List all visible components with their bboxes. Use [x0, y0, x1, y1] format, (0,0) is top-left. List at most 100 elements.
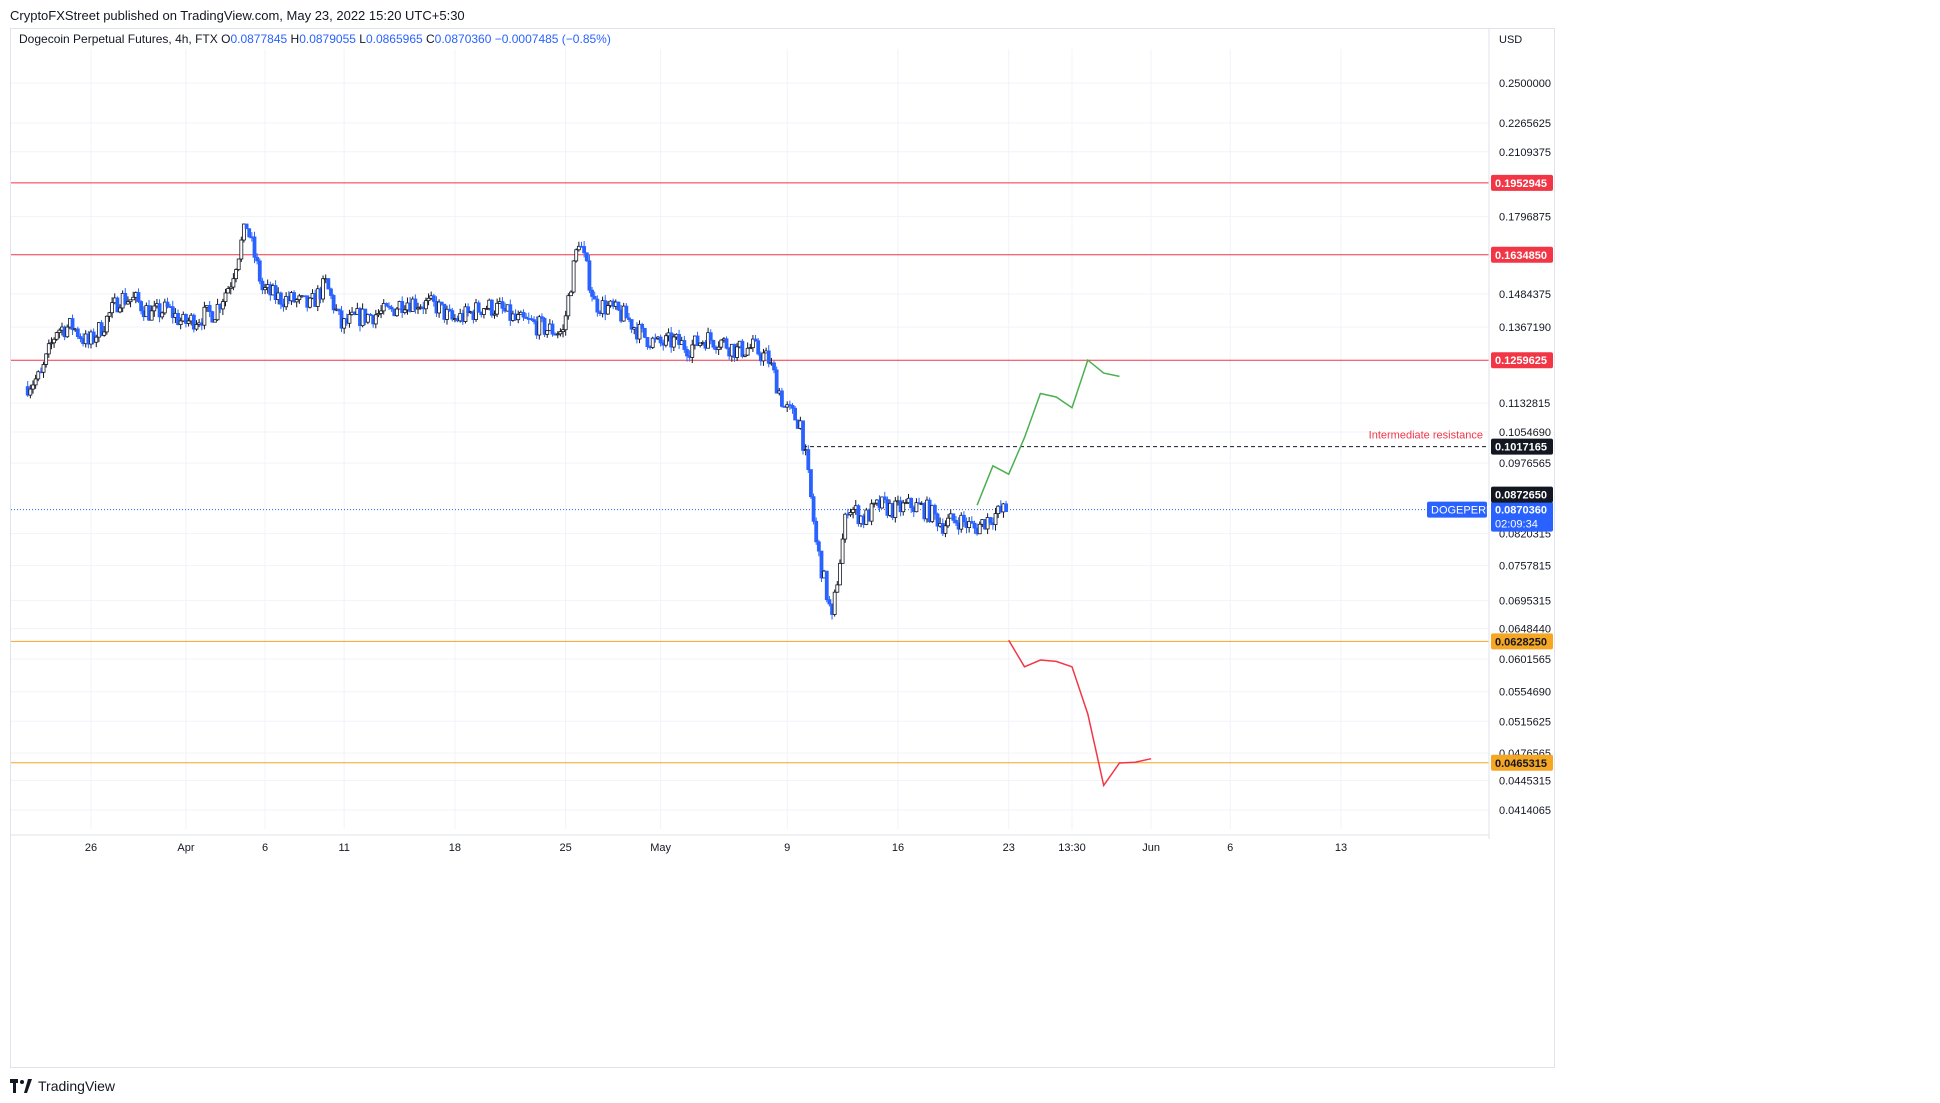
- countdown-label: 02:09:34: [1495, 519, 1538, 531]
- candle-body: [447, 308, 452, 312]
- candle-body: [663, 335, 668, 346]
- candle-body: [329, 288, 333, 296]
- candle-body: [946, 517, 950, 527]
- x-tick-label: 13: [1335, 842, 1347, 854]
- candle-body: [194, 324, 199, 330]
- candle-body: [848, 512, 853, 516]
- candle-body: [78, 336, 83, 339]
- candle-body: [642, 327, 647, 338]
- candle-body: [162, 301, 167, 314]
- candle-body: [832, 591, 837, 615]
- candle-body: [321, 278, 325, 300]
- candle-body: [170, 306, 175, 318]
- candle-body: [284, 296, 289, 308]
- level-price-label: 0.1017165: [1495, 442, 1547, 454]
- y-tick-label: 0.0445315: [1499, 776, 1551, 788]
- candle-body: [645, 336, 650, 348]
- candle-body: [943, 525, 948, 534]
- candle-body: [244, 223, 249, 230]
- candle-body: [466, 306, 471, 313]
- candle-body: [437, 301, 442, 314]
- candle-body: [748, 347, 753, 350]
- candle-body: [719, 339, 724, 348]
- candle-body: [207, 305, 212, 313]
- candle-body: [590, 289, 594, 297]
- level-price-label: 0.1634850: [1495, 250, 1547, 262]
- candle-body: [239, 239, 244, 260]
- candle-body: [128, 299, 133, 303]
- candle-body: [838, 563, 842, 586]
- candle-body: [426, 297, 431, 302]
- footer[interactable]: TradingView: [10, 1078, 115, 1094]
- candle-body: [255, 256, 260, 262]
- candle-body: [160, 312, 165, 318]
- candle-body: [365, 313, 370, 323]
- candle-body: [484, 308, 489, 310]
- candle-body: [969, 521, 974, 524]
- candle-body: [213, 319, 217, 323]
- y-tick-label: 0.0976565: [1499, 458, 1551, 470]
- last-price-value: 0.0870360: [1495, 505, 1547, 517]
- ohlc-h-value: 0.0879055: [299, 32, 359, 46]
- scenario-paths: [976, 358, 1152, 788]
- candle-body: [671, 336, 676, 348]
- x-tick-label: Jun: [1142, 842, 1160, 854]
- candle-body: [500, 301, 505, 309]
- marker-price-value: 0.0872650: [1495, 490, 1547, 502]
- candle-body: [152, 305, 157, 312]
- candle-body: [716, 346, 721, 350]
- candle-body: [869, 503, 874, 522]
- currency-label: USD: [1499, 34, 1522, 46]
- candle-body: [524, 316, 529, 319]
- candle-body: [624, 305, 629, 319]
- candle-body: [574, 249, 579, 262]
- candle-body: [384, 303, 389, 307]
- candle-body: [872, 502, 877, 505]
- candle-body: [257, 260, 262, 282]
- ohlc-l-label: L: [359, 32, 366, 46]
- candle-body: [766, 350, 771, 364]
- ohlc-o-value: 0.0877845: [230, 32, 290, 46]
- candle-body: [36, 371, 41, 380]
- candle-body: [247, 228, 252, 238]
- candle-body: [260, 280, 265, 291]
- candle-body: [184, 313, 188, 324]
- candle-body: [977, 523, 982, 535]
- candle-body: [107, 312, 112, 317]
- candle-body: [954, 519, 958, 524]
- candle-body: [743, 354, 747, 357]
- candle-body: [914, 502, 919, 513]
- candle-body: [724, 338, 729, 349]
- y-tick-label: 0.0601565: [1499, 654, 1551, 666]
- candle-body: [445, 308, 449, 320]
- candle-body: [708, 332, 713, 341]
- level-price-label: 0.1952945: [1495, 178, 1547, 190]
- candle-body: [893, 500, 898, 518]
- candle-body: [772, 362, 776, 371]
- candle-body: [814, 520, 819, 543]
- candle-body: [650, 337, 655, 348]
- candle-body: [65, 326, 70, 338]
- candle-body: [70, 318, 75, 330]
- candle-body: [368, 313, 373, 316]
- candle-body: [413, 298, 418, 310]
- y-tick-label: 0.0554690: [1499, 687, 1551, 699]
- candle-body: [416, 307, 420, 310]
- candle-body: [149, 310, 154, 321]
- candle-body: [482, 308, 486, 315]
- candle-body: [840, 538, 845, 564]
- candle-body: [234, 269, 238, 280]
- candle-body: [220, 301, 225, 310]
- level-price-label: 0.1259625: [1495, 355, 1547, 367]
- candle-body: [685, 349, 689, 357]
- y-tick-label: 0.0648440: [1499, 624, 1551, 636]
- candle-body: [294, 299, 299, 303]
- y-tick-label: 0.0757815: [1499, 561, 1551, 573]
- candle-body: [376, 313, 381, 316]
- bull-scenario-path: [976, 358, 1120, 506]
- price-chart[interactable]: 0.2500000 0.2265625 0.2109375 0.1796875 0.14…: [11, 29, 1556, 1069]
- candle-body: [824, 570, 829, 601]
- chart-title: Dogecoin Perpetual Futures, 4h, FTX O0.0…: [19, 32, 611, 46]
- y-tick-label: 0.1054690: [1499, 427, 1551, 439]
- y-tick-label: 0.2109375: [1499, 147, 1551, 159]
